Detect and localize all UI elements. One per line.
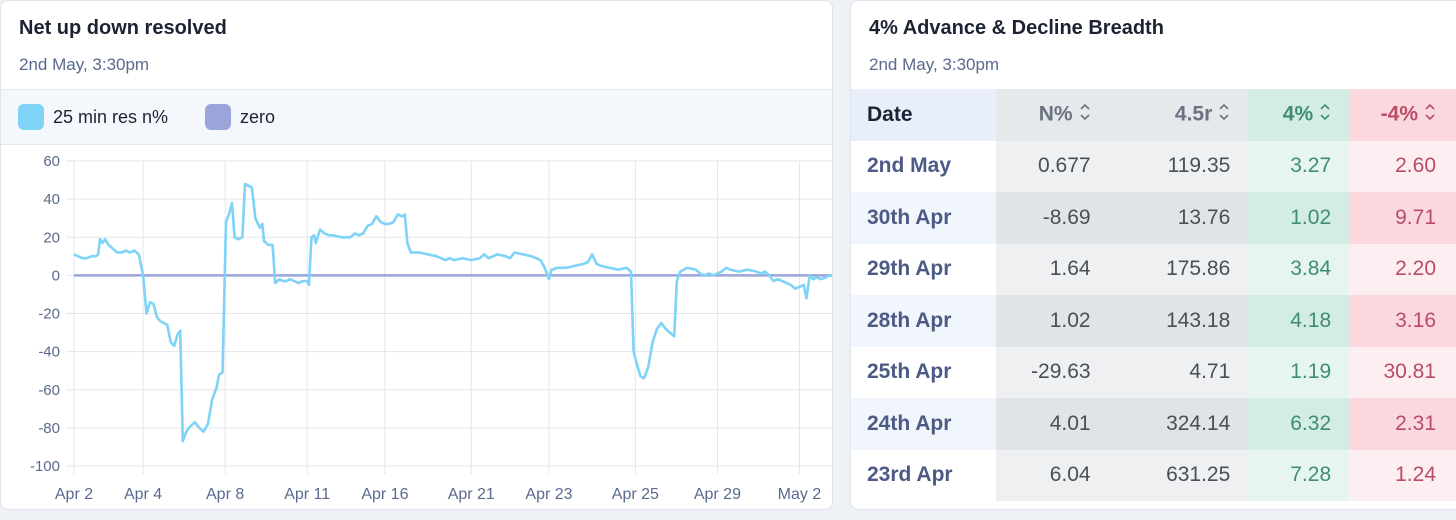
header-4-pct[interactable]: 4% (1248, 89, 1350, 141)
cell-n-pct: -8.69 (995, 192, 1109, 244)
y-tick-label: 20 (43, 229, 60, 246)
cell-minus-4-pct: 2.60 (1349, 140, 1456, 192)
y-tick-label: -80 (38, 420, 60, 437)
breadth-table: Date N% 4.5r 4% -4% 2nd May 0.677 119.35… (851, 89, 1456, 501)
sort-icon[interactable] (1218, 101, 1230, 129)
cell-4-5r: 143.18 (1108, 295, 1249, 347)
y-tick-label: -60 (38, 382, 60, 399)
sort-icon[interactable] (1079, 101, 1091, 129)
legend-swatch-zero (205, 104, 231, 130)
cell-minus-4-pct: 9.71 (1349, 192, 1456, 244)
y-tick-label: 0 (52, 267, 60, 284)
cell-date: 28th Apr (851, 295, 996, 347)
legend-item-zero[interactable]: zero (205, 104, 275, 130)
table-row[interactable]: 30th Apr -8.69 13.76 1.02 9.71 (851, 192, 1456, 244)
cell-minus-4-pct: 2.31 (1349, 398, 1456, 450)
cell-n-pct: 6.04 (995, 449, 1109, 501)
x-tick-label: Apr 16 (361, 486, 408, 503)
cell-minus-4-pct: 1.24 (1349, 449, 1456, 501)
x-tick-label: Apr 21 (448, 486, 495, 503)
cell-4-5r: 324.14 (1108, 398, 1249, 450)
y-tick-label: 40 (43, 191, 60, 208)
y-tick-label: -40 (38, 344, 60, 361)
breadth-card: 4% Advance & Decline Breadth 2nd May, 3:… (850, 0, 1456, 510)
cell-4-pct: 3.84 (1248, 243, 1350, 295)
legend-swatch-res (18, 104, 44, 130)
x-tick-label: Apr 23 (525, 486, 572, 503)
y-tick-label: 60 (43, 153, 60, 170)
header-date[interactable]: Date (851, 89, 996, 141)
legend-label-res: 25 min res n% (53, 106, 169, 127)
cell-n-pct: 4.01 (995, 398, 1109, 450)
x-tick-label: Apr 2 (55, 486, 93, 503)
legend-item-res[interactable]: 25 min res n% (18, 104, 168, 130)
cell-minus-4-pct: 3.16 (1349, 295, 1456, 347)
cell-date: 30th Apr (851, 192, 996, 244)
cell-date: 23rd Apr (851, 449, 996, 501)
sort-icon[interactable] (1319, 101, 1331, 129)
y-tick-label: -100 (30, 458, 60, 475)
cell-date: 2nd May (851, 140, 996, 192)
table-row[interactable]: 2nd May 0.677 119.35 3.27 2.60 (851, 140, 1456, 192)
cell-4-pct: 4.18 (1248, 295, 1350, 347)
x-tick-label: May 2 (778, 486, 822, 503)
cell-4-pct: 1.02 (1248, 192, 1350, 244)
header-4-5r[interactable]: 4.5r (1108, 89, 1249, 141)
header-n-label: N% (1038, 102, 1073, 126)
cell-4-pct: 3.27 (1248, 140, 1350, 192)
line-chart[interactable]: 60 40 20 0 -20 -40 -60 -80 -100 Apr 2 Apr 4 Apr 8 Ap… (1, 146, 833, 506)
cell-4-5r: 631.25 (1108, 449, 1249, 501)
cell-n-pct: 1.64 (995, 243, 1109, 295)
cell-minus-4-pct: 30.81 (1349, 346, 1456, 398)
cell-4-pct: 1.19 (1248, 346, 1350, 398)
cell-4-5r: 13.76 (1108, 192, 1249, 244)
cell-n-pct: 1.02 (995, 295, 1109, 347)
cell-4-5r: 4.71 (1108, 346, 1249, 398)
header-date-label: Date (867, 102, 913, 126)
x-tick-label: Apr 11 (284, 486, 330, 503)
table-row[interactable]: 29th Apr 1.64 175.86 3.84 2.20 (851, 243, 1456, 295)
cell-date: 25th Apr (851, 346, 996, 398)
cell-4-pct: 6.32 (1248, 398, 1350, 450)
cell-4-5r: 175.86 (1108, 243, 1249, 295)
cell-minus-4-pct: 2.20 (1349, 243, 1456, 295)
chart-title: Net up down resolved (19, 17, 227, 39)
cell-4-pct: 7.28 (1248, 449, 1350, 501)
cell-n-pct: -29.63 (995, 346, 1109, 398)
header-n-pct[interactable]: N% (995, 89, 1109, 141)
table-header-row: Date N% 4.5r 4% -4% (851, 89, 1456, 141)
x-tick-label: Apr 25 (612, 486, 659, 503)
x-tick-label: Apr 4 (124, 486, 162, 503)
chart-timestamp: 2nd May, 3:30pm (19, 55, 150, 74)
header-dec-label: -4% (1380, 102, 1418, 126)
breadth-timestamp: 2nd May, 3:30pm (869, 55, 1000, 74)
x-tick-label: Apr 29 (694, 486, 741, 503)
table-row[interactable]: 24th Apr 4.01 324.14 6.32 2.31 (851, 398, 1456, 450)
sort-icon[interactable] (1424, 101, 1436, 129)
cell-date: 24th Apr (851, 398, 996, 450)
table-row[interactable]: 25th Apr -29.63 4.71 1.19 30.81 (851, 346, 1456, 398)
legend-label-zero: zero (240, 106, 276, 127)
table-row[interactable]: 23rd Apr 6.04 631.25 7.28 1.24 (851, 449, 1456, 501)
cell-4-5r: 119.35 (1108, 140, 1249, 192)
table-row[interactable]: 28th Apr 1.02 143.18 4.18 3.16 (851, 295, 1456, 347)
cell-date: 29th Apr (851, 243, 996, 295)
header-minus-4-pct[interactable]: -4% (1349, 89, 1456, 141)
series-line-res (73, 182, 832, 443)
chart-legend: 25 min res n% zero (1, 89, 832, 145)
header-adv-label: 4% (1282, 102, 1314, 126)
cell-n-pct: 0.677 (995, 140, 1109, 192)
y-tick-label: -20 (38, 306, 60, 323)
breadth-title: 4% Advance & Decline Breadth (869, 17, 1164, 39)
x-tick-label: Apr 8 (206, 486, 244, 503)
header-r-label: 4.5r (1174, 102, 1213, 126)
net-up-down-card: Net up down resolved 2nd May, 3:30pm 25 … (0, 0, 833, 510)
